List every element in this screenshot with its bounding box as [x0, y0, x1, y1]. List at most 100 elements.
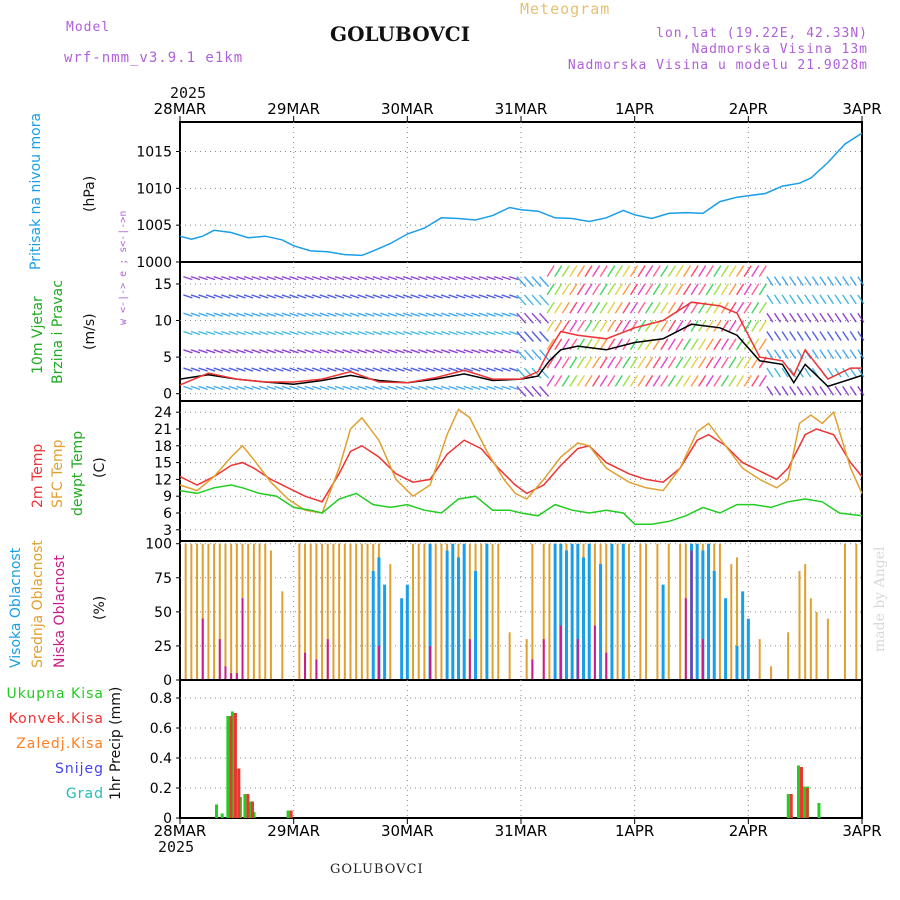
series-pritisak-na-nivou-mora: [179, 132, 863, 257]
wind-arrow: [592, 356, 601, 369]
wind-arrow: [478, 294, 489, 299]
wind-arrow: [281, 385, 292, 391]
precip-bar: [238, 797, 242, 818]
wind-arrow: [296, 294, 307, 299]
wind-arrow: [758, 301, 767, 314]
wind-arrow: [539, 385, 550, 397]
wind-arrow: [826, 276, 835, 287]
wind-arrow: [463, 330, 474, 336]
wind-arrow: [637, 301, 646, 314]
wind-arrow: [357, 349, 367, 354]
wind-arrow: [486, 349, 496, 354]
wind-arrow: [622, 356, 631, 369]
wind-arrow: [546, 320, 555, 332]
wind-arrow: [213, 312, 223, 317]
wind-arrow: [395, 275, 405, 281]
wind-arrow: [667, 265, 676, 278]
y-tick-label: 1015: [136, 144, 172, 160]
wind-arrow: [713, 301, 722, 314]
wind-arrow: [834, 312, 842, 323]
wind-arrow: [509, 349, 519, 354]
wind-arrow: [501, 349, 511, 354]
wind-arrow: [728, 374, 737, 387]
wind-arrow: [607, 265, 616, 278]
wind-arrow: [569, 301, 578, 314]
wind-arrow: [190, 349, 201, 354]
wind-arrow: [523, 367, 534, 379]
wind-arrow: [849, 276, 857, 287]
wind-arrow: [599, 374, 608, 387]
wind-arrow: [804, 331, 812, 341]
wind-arrow: [713, 265, 722, 278]
y-tick-label: 1005: [136, 218, 172, 234]
wind-arrow: [221, 385, 231, 391]
wind-arrow: [849, 294, 857, 305]
precip-bar: [786, 794, 790, 818]
wind-arrow: [327, 330, 337, 336]
panel-pressure: 1000 1005 1010 1015: [136, 121, 863, 271]
wind-arrow: [258, 367, 269, 372]
wind-arrow: [652, 320, 661, 332]
wind-arrow: [735, 283, 745, 296]
date-label-top: 30MAR: [381, 100, 434, 118]
date-label-top: 1APR: [615, 100, 654, 118]
wind-arrow: [357, 330, 367, 336]
mid-cloud-label: Srednja Oblacnost: [30, 540, 46, 668]
wind-arrow: [501, 312, 511, 317]
wind-arrow: [304, 330, 314, 336]
pressure-unit: (hPa): [82, 175, 98, 212]
wind-arrow: [728, 283, 737, 296]
y-tick-label: 15: [154, 456, 172, 472]
wind-arrow: [190, 367, 201, 372]
wind-arrow: [266, 330, 276, 336]
wind-arrow: [607, 320, 616, 332]
wind-arrow: [569, 374, 578, 387]
wind-arrow: [478, 275, 489, 281]
wind-arrow: [554, 320, 563, 332]
wind-arrow: [281, 330, 292, 336]
wind-arrow: [258, 330, 269, 336]
precip-bar: [226, 716, 230, 818]
wind-arrow: [455, 349, 466, 354]
altitude-label: Nadmorska Visina 13m: [691, 42, 868, 57]
wind-arrow: [228, 349, 239, 354]
precip-bar: [237, 768, 241, 818]
wind-arrow: [258, 349, 269, 354]
wind-arrow: [410, 349, 420, 354]
wind-arrow: [660, 338, 669, 351]
wind-arrow: [546, 374, 555, 387]
wind-arrow: [546, 283, 555, 296]
wind-arrow: [190, 330, 201, 336]
precip-bar: [289, 810, 293, 818]
wind-arrow: [819, 385, 827, 396]
wind-arrow: [349, 294, 360, 299]
wind-arrow: [773, 349, 782, 360]
wind-arrow: [516, 294, 527, 306]
coords-label: lon,lat (19.22E, 42.33N): [656, 26, 868, 41]
wind-arrow: [205, 367, 216, 372]
wind-arrow: [857, 367, 865, 378]
wind-arrow: [826, 312, 835, 323]
y-tick-label: 6: [163, 506, 172, 522]
wind-arrow: [312, 294, 322, 299]
wind-arrow: [637, 374, 646, 387]
wind-direction-legend: w <-|-> e ; s<-|->n: [118, 210, 129, 325]
wind-arrow: [622, 265, 631, 278]
date-axis-group: 28MAR 28MAR 29MAR 29MAR 30MAR 30MAR 31MAR 31MAR…: [154, 100, 882, 840]
wind-arrow: [463, 312, 474, 317]
wind-label: 10m Vjetar: [30, 296, 46, 374]
y-tick-label: 50: [154, 605, 172, 621]
wind-arrow: [629, 301, 639, 314]
wind-arrow: [523, 331, 534, 342]
wind-arrow: [190, 294, 201, 299]
wind-arrow: [773, 367, 782, 378]
wind-arrow: [509, 312, 519, 317]
wind-arrow: [319, 349, 330, 354]
wind-arrow: [334, 385, 345, 391]
wind-arrow: [236, 294, 246, 299]
wind-arrow: [842, 385, 850, 396]
wind-arrow: [221, 275, 231, 281]
wind-arrow: [516, 367, 527, 379]
wind-arrow: [773, 312, 782, 323]
